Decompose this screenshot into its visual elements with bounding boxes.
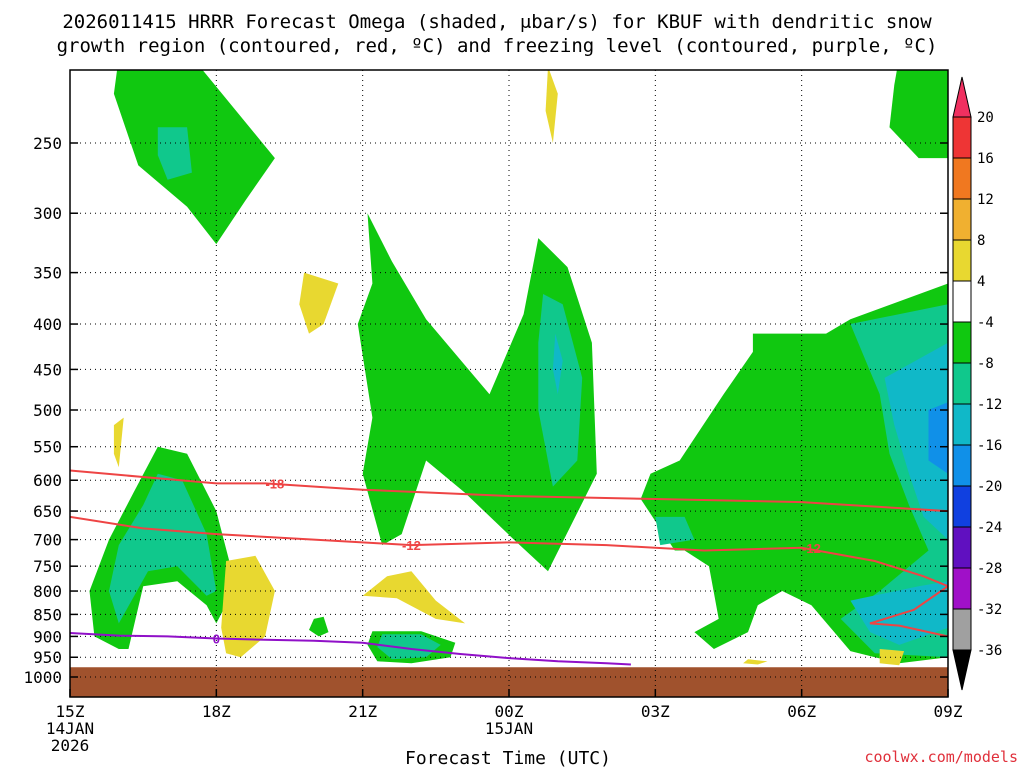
omega-region-14 bbox=[377, 634, 441, 660]
colorbar: 20 16 12 8 4 -4 -8 -12 -16 -20 -24 -28 -32 -36 bbox=[952, 76, 1002, 691]
y-tick-label-900: 900 bbox=[33, 627, 62, 646]
omega-region-7 bbox=[640, 283, 948, 664]
y-tick-label-800: 800 bbox=[33, 582, 62, 601]
y-tick-label-650: 650 bbox=[33, 502, 62, 521]
colorbar-label-9: -20 bbox=[977, 479, 1002, 495]
colorbar-label-3: 8 bbox=[977, 233, 985, 249]
omega-region-10 bbox=[928, 402, 948, 474]
y-tick-label-250: 250 bbox=[33, 134, 62, 153]
colorbar-label-8: -16 bbox=[977, 438, 1002, 454]
colorbar-label-6: -8 bbox=[977, 356, 994, 372]
omega-region-17 bbox=[221, 555, 275, 658]
y-tick-label-700: 700 bbox=[33, 531, 62, 550]
omega-region-19 bbox=[299, 272, 339, 334]
omega-region-1 bbox=[157, 127, 192, 180]
colorbar-label-7: -12 bbox=[977, 397, 1002, 413]
colorbar-segment-2 bbox=[952, 198, 972, 241]
axes: 250 300 350 400 450 500 550 600 650 700 750 800 850 9… bbox=[23, 69, 963, 755]
colorbar-label-12: -32 bbox=[977, 602, 1002, 618]
y-tick-label-500: 500 bbox=[33, 401, 62, 420]
y-tick-label-450: 450 bbox=[33, 360, 62, 379]
colorbar-bottom-arrow bbox=[952, 649, 972, 691]
x-tick-label-21Z: 21Z bbox=[348, 702, 377, 721]
colorbar-label-11: -28 bbox=[977, 561, 1002, 577]
colorbar-segment-11 bbox=[952, 567, 972, 610]
contour-line-3 bbox=[70, 632, 631, 666]
colorbar-label-4: 4 bbox=[977, 274, 985, 290]
plot-area: -18 -12 -12 0 bbox=[70, 70, 948, 697]
chart-title-line2: growth region (contoured, red, ºC) and f… bbox=[57, 35, 938, 57]
colorbar-segment-4 bbox=[952, 280, 972, 323]
y-tick-label-850: 850 bbox=[33, 605, 62, 624]
contour-line-0 bbox=[70, 469, 948, 513]
colorbar-segment-8 bbox=[952, 444, 972, 487]
y-tick-label-950: 950 bbox=[33, 648, 62, 667]
colorbar-segment-9 bbox=[952, 485, 972, 528]
y-tick-label-300: 300 bbox=[33, 204, 62, 223]
contour-line-2 bbox=[869, 585, 948, 638]
omega-region-4 bbox=[357, 213, 597, 572]
colorbar-segment-10 bbox=[952, 526, 972, 569]
colorbar-label-2: 12 bbox=[977, 192, 994, 208]
colorbar-segment-7 bbox=[952, 403, 972, 446]
colorbar-label-13: -36 bbox=[977, 643, 1002, 659]
y-tick-label-550: 550 bbox=[33, 438, 62, 457]
x-tick-label-03Z: 03Z bbox=[641, 702, 670, 721]
contour-line-1 bbox=[70, 515, 948, 588]
omega-region-15 bbox=[889, 70, 948, 159]
credit-text: coolwx.com/models bbox=[864, 748, 1018, 766]
contour-label-1: -12 bbox=[402, 538, 421, 553]
omega-region-11 bbox=[850, 581, 948, 645]
colorbar-label-10: -24 bbox=[977, 520, 1002, 536]
omega-region-23 bbox=[743, 659, 768, 665]
contour-label-3: 0 bbox=[213, 632, 220, 647]
x-tick-label-18Z: 18Z bbox=[202, 702, 231, 721]
colorbar-segment-12 bbox=[952, 608, 972, 651]
omega-region-9 bbox=[884, 342, 948, 540]
x-tick-label-06Z: 06Z bbox=[787, 702, 816, 721]
omega-region-6 bbox=[552, 333, 563, 395]
colorbar-segment-3 bbox=[952, 239, 972, 282]
colorbar-label-0: 20 bbox=[977, 110, 994, 126]
y-tick-label-350: 350 bbox=[33, 264, 62, 283]
y-tick-label-750: 750 bbox=[33, 557, 62, 576]
colorbar-label-5: -4 bbox=[977, 315, 994, 331]
omega-region-18 bbox=[362, 571, 466, 624]
omega-region-20 bbox=[113, 417, 124, 468]
x-tick-sublabel1-15Z: 14JAN bbox=[46, 719, 94, 738]
x-tick-label-00Z: 00Z bbox=[495, 702, 524, 721]
omega-region-22 bbox=[879, 649, 905, 666]
colorbar-segment-5 bbox=[952, 321, 972, 364]
omega-region-5 bbox=[538, 294, 583, 487]
colorbar-label-1: 16 bbox=[977, 151, 994, 167]
chart-title-line1: 2026011415 HRRR Forecast Omega (shaded, … bbox=[62, 11, 932, 33]
omega-region-0 bbox=[113, 70, 275, 245]
x-tick-label-15Z: 15Z bbox=[56, 702, 85, 721]
contour-label-0: -18 bbox=[265, 476, 284, 491]
colorbar-top-arrow bbox=[952, 76, 972, 118]
x-tick-sublabel2-15Z: 2026 bbox=[51, 736, 90, 755]
contour-label-2: -12 bbox=[802, 541, 821, 556]
omega-region-12 bbox=[655, 516, 695, 546]
colorbar-segment-0 bbox=[952, 116, 972, 159]
omega-region-16 bbox=[309, 616, 329, 637]
x-tick-label-09Z: 09Z bbox=[934, 702, 963, 721]
omega-region-3 bbox=[109, 473, 217, 624]
y-tick-label-400: 400 bbox=[33, 315, 62, 334]
y-tick-label-600: 600 bbox=[33, 471, 62, 490]
x-tick-sublabel1-00Z: 15JAN bbox=[485, 719, 533, 738]
plot-content: -18 -12 -12 0 bbox=[70, 70, 948, 697]
x-axis-label: Forecast Time (UTC) bbox=[405, 748, 611, 768]
omega-region-21 bbox=[545, 70, 558, 143]
y-tick-label-1000: 1000 bbox=[23, 668, 62, 687]
colorbar-segment-6 bbox=[952, 362, 972, 405]
colorbar-segment-1 bbox=[952, 157, 972, 200]
